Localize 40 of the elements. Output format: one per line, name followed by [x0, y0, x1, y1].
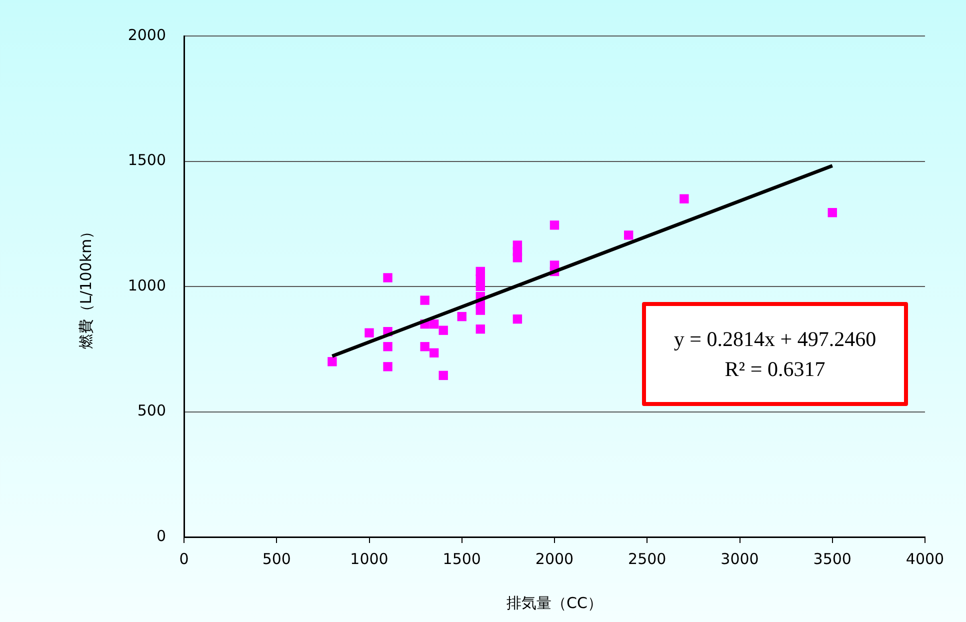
x-tick-label: 3500 — [813, 550, 852, 568]
point — [476, 324, 485, 334]
x-tick-label: 1500 — [442, 550, 481, 568]
point — [550, 220, 560, 230]
annotation: R² = 0.6317 — [724, 356, 826, 383]
y-tick-label: 1000 — [128, 276, 166, 294]
point — [438, 326, 448, 335]
x-tick-label: 2500 — [628, 550, 666, 568]
point — [457, 312, 466, 322]
point — [680, 194, 689, 204]
framed-note: y = 0.2814x + 497.2460 R² = 0.6317 — [642, 302, 908, 406]
point — [438, 370, 448, 380]
x-tick-label: 500 — [262, 550, 291, 568]
point — [429, 319, 439, 329]
x-tick-label: 1000 — [350, 550, 388, 568]
point — [364, 328, 374, 338]
point — [383, 362, 392, 372]
annotation: y = 0.2814x + 497.2460 — [672, 326, 878, 353]
y-tick-label: 2000 — [128, 26, 166, 44]
y-tick-label: 500 — [137, 402, 166, 420]
point — [383, 273, 392, 282]
point — [420, 342, 430, 352]
x-tick-label: 4000 — [906, 550, 944, 568]
point — [420, 296, 430, 305]
point — [512, 253, 522, 262]
point — [328, 357, 337, 366]
x-tick-label: 3000 — [720, 550, 759, 568]
point — [512, 314, 522, 324]
point — [429, 348, 439, 358]
x-tick-label: 0 — [179, 550, 189, 568]
point — [476, 306, 485, 315]
y-tick-label: 1500 — [128, 151, 166, 170]
x-tick-label: 2000 — [535, 550, 574, 568]
x-axis-title: 排気量（CC） — [506, 594, 602, 612]
y-tick-label: 0 — [156, 526, 166, 545]
point — [828, 208, 837, 218]
point — [476, 282, 485, 292]
point — [624, 230, 634, 240]
point — [383, 342, 392, 352]
y-axis-title: 燃費（L/100km） — [76, 224, 95, 350]
